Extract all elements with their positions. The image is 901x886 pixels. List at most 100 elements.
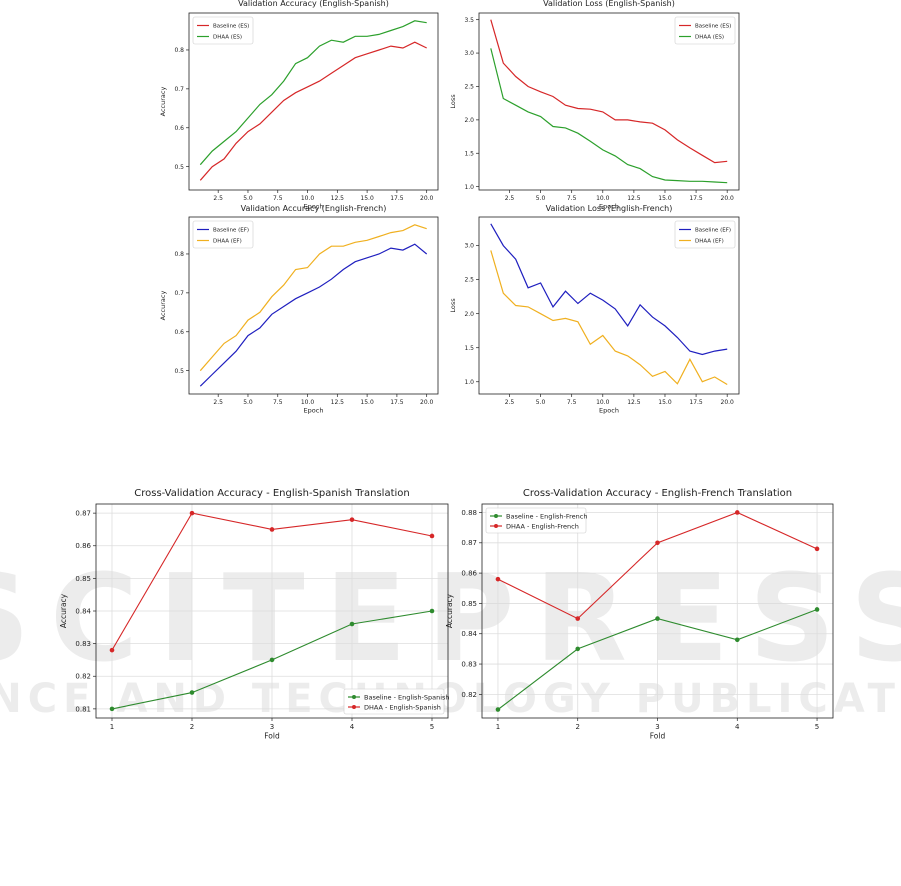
x-tick-label: 2 [190,723,194,731]
data-point [349,517,355,522]
legend-label: DHAA - English-Spanish [364,703,441,711]
data-point [429,608,435,614]
data-point [109,647,115,653]
legend-label: DHAA (ES) [695,35,724,41]
legend: Baseline (EF) DHAA (EF) [674,220,736,249]
y-tick-label: 2.5 [464,277,474,284]
legend-box [192,220,254,249]
y-tick-label: 1.5 [464,150,474,157]
y-tick-label: 0.82 [461,691,477,699]
x-tick-label: 20.0 [420,399,434,406]
legend-marker [494,524,498,528]
legend-box [674,220,736,249]
legend-marker [494,514,498,518]
y-tick-label: 0.81 [75,705,91,713]
x-axis-label: Epoch [599,203,619,211]
y-tick-label: 0.5 [174,164,184,171]
y-tick-label: 0.82 [75,673,91,681]
x-tick-label: 20.0 [721,195,735,202]
legend-label: DHAA (ES) [213,35,242,41]
y-tick-label: 3.0 [464,243,474,250]
x-tick-label: 12.5 [331,195,345,202]
chart-5: 1 2 3 4 5 0.81 0.82 0.83 0.84 0.85 0.86 0.87 Cross-V… [59,488,450,741]
x-tick-label: 12.5 [331,399,345,406]
x-axis-label: Fold [264,732,280,741]
y-tick-label: 2.0 [464,117,474,124]
legend-label: Baseline (EF) [213,228,249,234]
y-tick-label: 0.84 [461,630,477,638]
chart-title: Cross-Validation Accuracy - English-Span… [134,488,409,499]
x-tick-label: 5.0 [536,195,546,202]
y-tick-label: 0.86 [75,542,91,550]
chart-title: Validation Accuracy (English-Spanish) [238,0,389,8]
x-tick-label: 4 [735,723,740,731]
x-tick-label: 15.0 [658,399,672,406]
series-line [490,19,728,164]
legend: Baseline (ES) DHAA (ES) [674,16,736,45]
y-tick-label: 1.0 [464,184,474,191]
data-point [269,657,275,663]
y-tick-label: 0.8 [174,47,184,54]
x-tick-label: 2.5 [505,195,515,202]
x-tick-label: 7.5 [273,195,283,202]
data-point [189,690,195,695]
data-point [429,533,435,539]
chart-title: Cross-Validation Accuracy - English-Fren… [523,488,792,499]
y-axis-label: Accuracy [159,87,167,117]
data-point [655,540,660,546]
data-point [814,546,820,552]
x-tick-label: 17.5 [689,195,703,202]
legend-marker [352,695,356,699]
legend-box [674,16,736,45]
data-point [495,707,501,712]
series-line [490,48,728,184]
y-tick-label: 0.8 [174,251,184,258]
data-point [814,607,820,612]
x-tick-label: 2.5 [213,195,223,202]
plot-frame [478,12,740,191]
legend-label: Baseline - English-French [506,512,587,520]
data-point [575,616,581,621]
x-tick-label: 15.0 [360,195,374,202]
chart-3: 2.5 5.0 7.5 10.0 12.5 15.0 17.5 20.0 0.5 0.6 0.7 0.… [159,204,439,415]
data-point [109,706,115,712]
legend-label: DHAA (EF) [213,239,242,245]
legend-box [485,507,587,534]
data-point [269,527,275,532]
x-tick-label: 12.5 [627,399,641,406]
legend-box [343,688,445,715]
x-tick-label: 17.5 [689,399,703,406]
y-tick-label: 2.5 [464,84,474,91]
chart-6: 1 2 3 4 5 0.82 0.83 0.84 0.85 0.86 0.87 0.88 Cross-V… [445,488,834,741]
y-tick-label: 0.83 [461,660,477,668]
data-point [734,637,740,643]
y-tick-label: 0.83 [75,640,91,648]
chart-title: Validation Accuracy (English-French) [241,204,387,213]
y-tick-label: 0.6 [174,329,184,336]
y-tick-label: 0.5 [174,368,184,375]
y-tick-label: 2.0 [464,311,474,318]
y-tick-label: 0.87 [461,539,477,547]
x-tick-label: 15.0 [658,195,672,202]
y-axis-label: Accuracy [445,593,454,628]
y-tick-label: 0.84 [75,607,91,615]
x-tick-label: 4 [350,723,355,731]
y-axis-label: Loss [449,298,457,313]
y-axis-label: Accuracy [59,593,68,628]
y-tick-label: 1.5 [464,345,474,352]
data-point [734,510,740,515]
x-tick-label: 10.0 [596,195,610,202]
x-tick-label: 17.5 [390,195,404,202]
legend: Baseline - English-Spanish DHAA - English… [343,688,450,715]
x-tick-label: 1 [496,723,500,731]
y-tick-label: 0.7 [174,86,184,93]
x-tick-label: 5.0 [243,195,253,202]
plot-frame [188,216,439,395]
legend-label: Baseline (ES) [213,24,249,30]
x-tick-label: 2.5 [213,399,223,406]
x-tick-label: 5 [815,723,819,731]
y-tick-label: 0.6 [174,125,184,132]
x-tick-label: 5.0 [243,399,253,406]
data-point [655,616,660,621]
chart-1: 2.5 5.0 7.5 10.0 12.5 15.0 17.5 20.0 0.5 0.6 0.7 0.… [159,0,439,211]
